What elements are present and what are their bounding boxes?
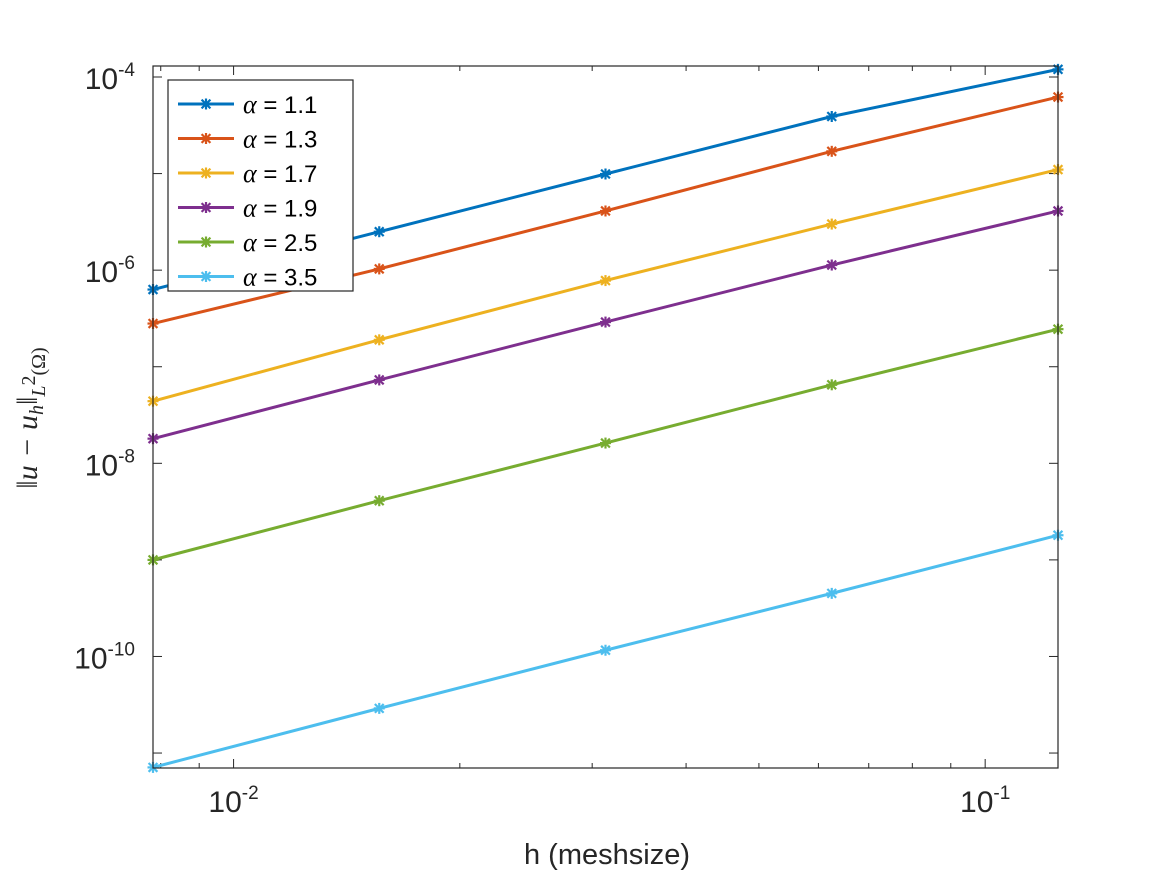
data-point-d2 [826,588,837,599]
data-point-d2 [600,275,611,286]
data-point-d2 [374,263,385,275]
legend-entry: α = 1.1 [178,90,317,119]
y-axis-label-sup: 2 [18,375,40,385]
data-point-d2 [826,379,837,390]
data-point-d2 [374,703,385,714]
data-point [826,259,838,271]
y-axis-label-norm: ‖u − u [11,415,44,489]
legend-marker [200,236,212,248]
legend: α = 1.1 α = 1.3 α = 1.7 α = 1.9 α = 2.5 α = 3… [167,79,354,292]
data-point [373,495,385,507]
legend-box [167,79,354,292]
axes-box [152,65,1059,769]
data-point [600,644,611,656]
legend-label: α = 2.5 [243,228,317,257]
data-point [373,702,385,714]
legend-marker-d2 [200,271,212,282]
legend-marker [200,167,212,179]
y-tick-label: 10-4 [85,60,136,96]
y-tick-label: 10-10 [74,639,135,675]
legend-entry: α = 1.9 [178,194,317,223]
axis-ticks: 10-2 10-1 10-10 10-8 10-6 10-4 [74,60,1058,819]
legend-label: α = 1.9 [243,194,317,223]
y-axis-label: ‖u − uh‖L2(Ω) [11,347,50,488]
legend-marker-d2 [200,133,212,144]
data-point [600,205,611,217]
data-point-d2 [826,259,837,271]
legend-marker [200,133,212,144]
data-point [373,263,385,275]
legend-label: α = 3.5 [243,263,317,292]
legend-label: α = 1.1 [243,90,317,119]
legend-marker-d2 [200,167,212,179]
data-point [373,334,385,346]
data-point [600,275,611,287]
data-point [826,110,838,122]
data-point-d2 [600,437,611,449]
legend-marker-d2 [200,98,212,110]
y-axis-label-paren: (Ω) [28,347,50,375]
x-tick-label: 10-2 [208,783,258,819]
y-axis-label-sub: h [26,405,48,415]
axes-frame [152,65,1059,769]
legend-marker [200,271,212,282]
legend-label: α = 1.3 [243,125,317,154]
data-point-d2 [600,168,611,180]
legend-entry: α = 2.5 [178,228,317,257]
data-point-d2 [600,645,611,656]
data-point [600,316,611,328]
y-tick-label: 10-6 [85,253,135,289]
data-point-d2 [374,226,385,237]
series-layer [147,63,1064,773]
legend-marker [200,202,212,213]
data-point-d2 [826,111,837,122]
legend-entry: α = 1.7 [178,159,317,188]
data-point [826,145,838,157]
data-point-d2 [374,334,385,345]
data-point [826,218,838,230]
legend-marker-d2 [200,236,212,248]
data-point-d2 [826,218,837,230]
data-point [826,587,838,599]
legend-entry: α = 1.3 [178,125,317,154]
y-axis-label-close: ‖ [11,397,44,405]
x-tick-label: 10-1 [960,783,1010,819]
data-point-d2 [600,205,611,217]
data-point [826,379,838,391]
legend-marker [200,98,212,110]
data-point-d2 [374,495,385,506]
legend-marker-d2 [200,202,212,213]
legend-entry: α = 3.5 [178,263,317,292]
legend-label: α = 1.7 [243,159,317,188]
x-axis-label: h (meshsize) [524,839,690,871]
data-point-d2 [600,316,611,328]
data-point [600,168,611,180]
y-axis-label-space: L [28,385,50,397]
data-point-d2 [826,146,837,157]
data-point-d2 [374,374,385,386]
data-point [373,374,385,386]
data-point [600,437,611,449]
data-point [373,226,385,238]
y-tick-label: 10-8 [85,446,135,482]
